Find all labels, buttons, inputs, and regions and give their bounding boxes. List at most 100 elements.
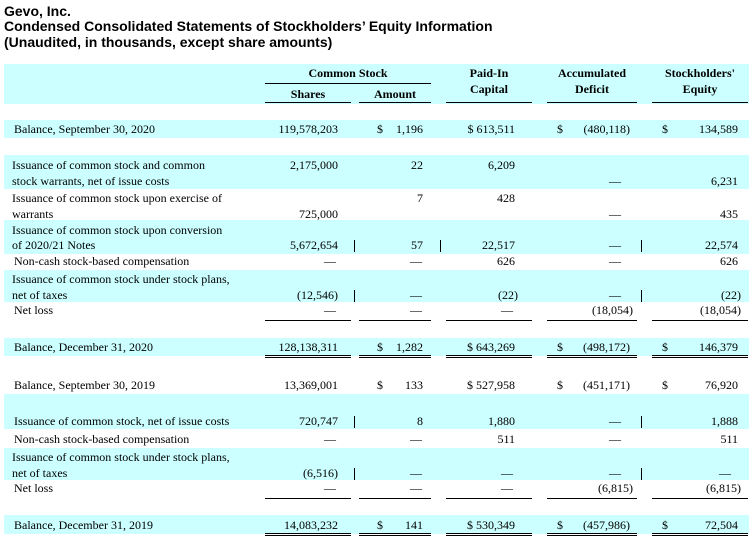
cell-paid-in: — (501, 466, 513, 480)
dollar-sign: $ (377, 122, 383, 136)
cell-shares: 13,369,001 (284, 378, 338, 392)
cell-shares: 14,083,232 (284, 518, 338, 532)
row-label-iss-conversion-2: of 2020/21 Notes (12, 238, 96, 252)
cell-deficit: (480,118) (583, 122, 630, 136)
cell-equity: 626 (720, 254, 738, 268)
total-double-rule (265, 355, 351, 358)
dollar-sign: $ (662, 340, 668, 354)
cell-equity: 22,574 (705, 238, 738, 252)
cell-deficit: (6,815) (598, 481, 633, 495)
cell-shares: — (324, 303, 336, 317)
cell-amount: — (410, 254, 422, 268)
cell-equity: — (719, 466, 731, 480)
cell-shares: 725,000 (299, 207, 338, 221)
subtotal-rule (446, 498, 532, 499)
cell-amount: 133 (405, 378, 423, 392)
dollar-sign: $ (377, 378, 383, 392)
equity-header-rule (652, 102, 748, 103)
dollar-sign: $ (557, 518, 563, 532)
col-header-accumulated-1: Accumulated (558, 66, 626, 80)
row-label-stock-plans-2019-2: net of taxes (12, 466, 68, 480)
total-double-rule (547, 533, 637, 536)
cell-equity: (18,054) (700, 303, 741, 317)
cell-amount: 141 (405, 518, 423, 532)
cell-paid-in: (22) (498, 288, 518, 302)
cell-paid-in: — (501, 481, 513, 495)
cell-amount: 1,282 (396, 340, 423, 354)
cell-shares: 720,747 (299, 414, 338, 428)
dollar-sign: $ (557, 122, 563, 136)
column-separator (641, 240, 642, 252)
col-header-paid-in-1: Paid-In (469, 66, 509, 80)
col-header-amount: Amount (373, 87, 416, 101)
cell-shares: 2,175,000 (290, 158, 338, 172)
column-separator (354, 416, 355, 428)
cell-shares: — (324, 254, 336, 268)
total-double-rule (359, 355, 431, 358)
col-header-equity-2: Equity (682, 82, 718, 96)
cell-paid-in: $ 643,269 (467, 340, 515, 354)
accumulated-header-rule (547, 102, 637, 103)
cell-deficit: (18,054) (592, 303, 633, 317)
dollar-sign: $ (662, 122, 668, 136)
row-label-iss-common-warrants-2: stock warrants, net of issue costs (12, 174, 170, 188)
cell-shares: — (324, 432, 336, 446)
cell-amount: 7 (417, 191, 423, 205)
dollar-sign: $ (377, 340, 383, 354)
dollar-sign: $ (557, 340, 563, 354)
cell-amount: 1,196 (396, 122, 423, 136)
cell-paid-in: $ 613,511 (467, 122, 515, 136)
band-spacer-2019 (4, 394, 749, 412)
row-label-iss-exercise-2: warrants (12, 207, 54, 221)
cell-paid-in: 428 (497, 191, 515, 205)
band-bal-dec-2019 (4, 515, 749, 534)
cell-paid-in: $ 527,958 (467, 378, 515, 392)
column-separator (354, 240, 355, 252)
row-label-stock-plans-2019-1: Issuance of common stock under stock pla… (12, 450, 230, 464)
col-header-equity-1: Stockholders' (664, 66, 735, 80)
cell-equity: 134,589 (699, 122, 738, 136)
cell-shares: 128,138,311 (278, 340, 338, 354)
row-label-bal-sep-2020: Balance, September 30, 2020 (14, 122, 155, 136)
total-double-rule (547, 355, 637, 358)
cell-deficit: — (609, 207, 621, 221)
column-separator (641, 290, 642, 302)
cell-deficit: — (609, 432, 621, 446)
subtotal-rule (547, 320, 637, 321)
cell-paid-in: 6,209 (488, 158, 515, 172)
paid-in-header-rule (446, 102, 532, 103)
row-label-stock-plans-2020-2: net of taxes (12, 288, 68, 302)
cell-equity: 435 (720, 207, 738, 221)
cell-paid-in: — (501, 303, 513, 317)
cell-amount: — (410, 432, 422, 446)
row-label-iss-common-2019: Issuance of common stock, net of issue c… (14, 414, 230, 428)
band-iss-common-2019 (4, 412, 749, 429)
subtotal-rule (265, 498, 351, 499)
dollar-sign: $ (662, 378, 668, 392)
col-header-accumulated-2: Deficit (575, 82, 609, 96)
company-name: Gevo, Inc. (4, 3, 71, 19)
cell-shares: (12,546) (297, 288, 338, 302)
statement-title: Condensed Consolidated Statements of Sto… (4, 18, 493, 34)
amount-header-rule (359, 102, 431, 103)
total-double-rule (652, 533, 748, 536)
total-double-rule (446, 533, 532, 536)
cell-deficit: — (609, 288, 621, 302)
subtotal-rule (547, 498, 637, 499)
row-label-net-loss-2019: Net loss (14, 481, 53, 495)
cell-amount: — (410, 288, 422, 302)
row-label-noncash-2019: Non-cash stock-based compensation (14, 432, 190, 446)
cell-paid-in: 511 (497, 432, 515, 446)
col-header-common-stock: Common Stock (308, 66, 388, 80)
cell-deficit: (451,171) (583, 378, 630, 392)
cell-paid-in: 626 (497, 254, 515, 268)
shares-header-rule (265, 102, 351, 103)
cell-equity: 76,920 (705, 378, 738, 392)
cell-equity: (6,815) (706, 481, 741, 495)
cell-paid-in: 1,880 (488, 414, 515, 428)
statement-subtitle: (Unaudited, in thousands, except share a… (4, 34, 333, 50)
cell-amount: — (410, 466, 422, 480)
row-label-bal-sep-2019: Balance, September 30, 2019 (14, 378, 155, 392)
cell-paid-in: $ 530,349 (467, 518, 515, 532)
cell-deficit: — (609, 254, 621, 268)
